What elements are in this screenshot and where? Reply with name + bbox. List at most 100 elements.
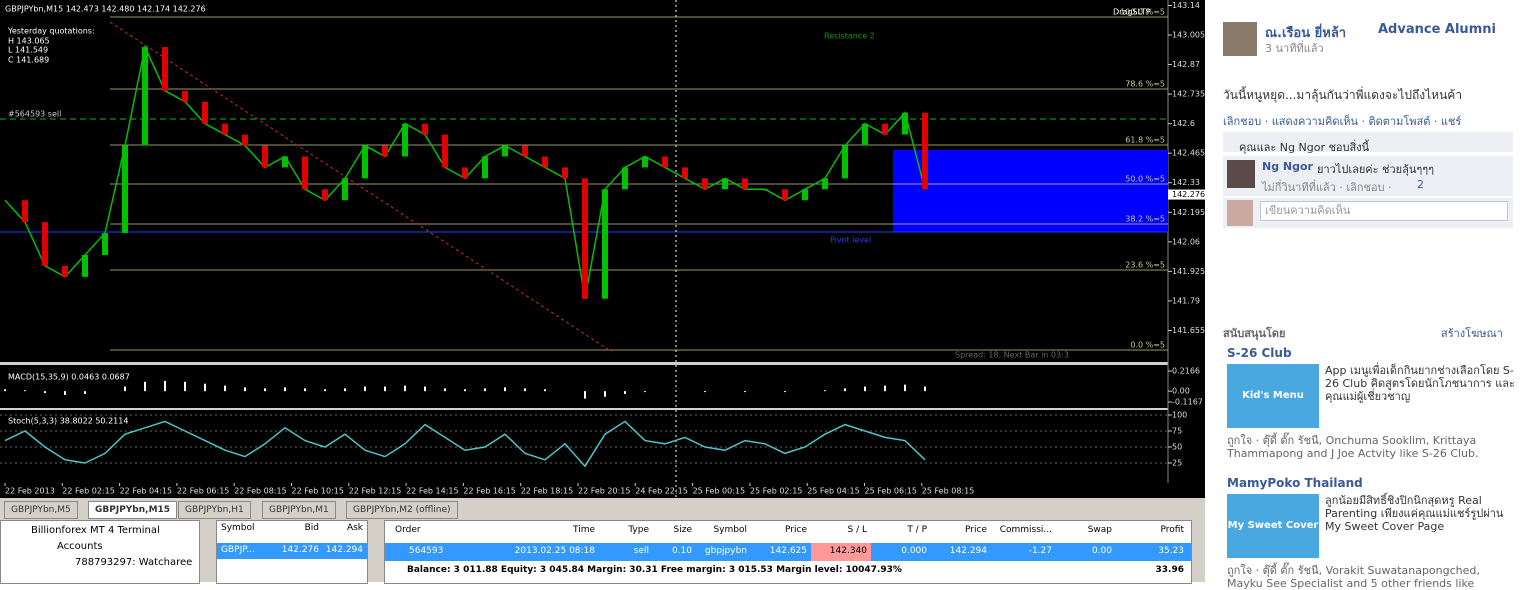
macd-bar: [4, 389, 6, 392]
y-tick-label: 142.465: [1172, 149, 1205, 158]
column-header: S / L: [847, 525, 867, 535]
candle: [262, 145, 268, 168]
y-tick-label: 142.6: [1172, 119, 1195, 128]
candle: [462, 167, 468, 179]
x-tick-label: 22 Feb 06:15: [177, 487, 229, 496]
stoch-panel: [0, 410, 1168, 483]
column-header: T / P: [907, 525, 927, 535]
comment-input[interactable]: เขียนความคิดเห็น: [1260, 201, 1508, 221]
comment-author[interactable]: Ng Ngor: [1262, 160, 1313, 173]
macd-bar: [264, 388, 266, 392]
chart-tab[interactable]: GBPJPYbn,H1: [178, 501, 251, 519]
comment-avatar[interactable]: [1227, 160, 1255, 188]
order-cell[interactable]: 142.340: [829, 546, 867, 556]
x-tick-label: 22 Feb 14:15: [406, 487, 458, 496]
facebook-panel: ณ.เรือน ยี่หล้า Advance Alumni 3 นาทีที่…: [1205, 0, 1532, 590]
navigator-title[interactable]: Billionforex MT 4 Terminal: [31, 525, 160, 536]
macd-bar: [864, 386, 866, 392]
chart-tab[interactable]: GBPJPYbn,M2 (offline): [346, 501, 458, 519]
ad-title[interactable]: MamyPoko Thailand: [1227, 476, 1363, 490]
candle: [862, 123, 868, 146]
candle: [762, 189, 768, 191]
annotation: C 141.689: [8, 56, 49, 65]
create-ad[interactable]: สร้างโฆษณา: [1441, 327, 1503, 340]
column-header: Size: [673, 525, 692, 535]
order-cell[interactable]: 35.23: [1158, 546, 1184, 556]
candle: [922, 112, 928, 190]
candle: [682, 167, 688, 179]
order-cell[interactable]: -1.27: [1028, 546, 1052, 556]
navigator-item[interactable]: Accounts: [57, 541, 103, 552]
candle: [722, 178, 728, 190]
annotation: H 143.065: [8, 37, 50, 46]
candle: [82, 254, 88, 277]
macd-bar: [524, 388, 526, 392]
column-header: Bid: [304, 523, 319, 533]
candle: [102, 233, 108, 255]
order-cell[interactable]: sell: [633, 546, 649, 556]
order-cell[interactable]: 0.000: [901, 546, 927, 556]
chart-tab[interactable]: GBPJPYbn,M15: [88, 501, 178, 519]
y-tick-label: 141.655: [1172, 326, 1205, 335]
order-cell[interactable]: gbpjpybn: [704, 546, 747, 556]
candle: [122, 145, 128, 234]
macd-bar: [704, 391, 706, 393]
sl-tp-zone: [893, 150, 1168, 232]
candle: [242, 134, 248, 146]
annotation: Yesterday quotations:: [7, 27, 95, 36]
candle: [42, 222, 48, 266]
ad-image[interactable]: My Sweet Cover Page: [1227, 494, 1319, 558]
post-actions[interactable]: เลิกชอบ · แสดงความคิดเห็น · ติดตามโพสต์ …: [1223, 115, 1462, 128]
x-tick-label: 24 Feb 22:15: [635, 487, 687, 496]
candle: [822, 178, 828, 190]
balance: Balance: 3 011.88 Equity: 3 045.84 Margi…: [407, 565, 902, 575]
post-time: 3 นาทีที่แล้ว: [1265, 42, 1324, 55]
candle: [342, 178, 348, 201]
column-header: Price: [785, 525, 807, 535]
column-header: Price: [965, 525, 987, 535]
column-header: Symbol: [221, 523, 255, 533]
chart: 100.0 %=5 78.6 %=5 61.8 %=5 50.0 %=5 38.2 %=…: [0, 0, 1205, 498]
y-tick-label: 75: [1172, 427, 1182, 436]
y-tick-label: 142.33: [1172, 178, 1200, 187]
chart-tab[interactable]: GBPJPYbn,M5: [4, 501, 78, 519]
y-tick-label: 0.2166: [1172, 367, 1200, 376]
comment-meta: ไม่กี่วินาทีที่แล้ว · เลิกชอบ ·: [1262, 181, 1392, 194]
group[interactable]: Advance Alumni: [1378, 22, 1496, 37]
x-tick-label: 25 Feb 06:15: [865, 487, 917, 496]
order-cell[interactable]: 0.00: [1091, 546, 1112, 556]
fib-label: 61.8 %=5: [1125, 136, 1165, 145]
x-tick-label: 25 Feb 02:15: [750, 487, 802, 496]
avatar[interactable]: [1223, 22, 1257, 56]
annotation: L 141.549: [8, 46, 48, 55]
candle: [662, 156, 668, 168]
navigator-item[interactable]: 788793297: Watcharee: [75, 557, 193, 568]
author[interactable]: ณ.เรือน ยี่หล้า: [1265, 26, 1347, 41]
order-cell[interactable]: 142.625: [769, 546, 807, 556]
order-cell[interactable]: 2013.02.25 08:18: [514, 546, 595, 556]
row-highlight: [385, 543, 1191, 561]
x-tick-label: 25 Feb 00:15: [693, 487, 745, 496]
macd-bar: [644, 391, 646, 393]
order-cell[interactable]: 0.10: [671, 546, 692, 556]
macd-bar: [404, 385, 406, 392]
candle: [222, 123, 228, 135]
order-cell[interactable]: 564593: [409, 546, 444, 556]
comment-likes[interactable]: 2: [1417, 178, 1424, 191]
candle: [162, 47, 168, 91]
column-header: Type: [628, 525, 649, 535]
candle: [702, 178, 708, 190]
ad-title[interactable]: S-26 Club: [1227, 346, 1292, 360]
stoch-line: [4, 420, 926, 468]
y-tick-label: 141.79: [1172, 296, 1200, 305]
ad-image[interactable]: Kid's Menu: [1227, 364, 1319, 428]
ad-text: App เมนูเพื่อเด็กกินยากช่างเลือกโดย S-26…: [1325, 364, 1515, 403]
ad-social: ถูกใจ · ตุ๊ดี้ ตั๊ก รัชนี, Vorakit Suwat…: [1227, 564, 1480, 590]
y-tick-label: 141.925: [1172, 267, 1205, 276]
chart-tab[interactable]: GBPJPYbn,M1: [262, 501, 336, 519]
candle: [782, 189, 788, 201]
order-cell[interactable]: 142.294: [949, 546, 987, 556]
macd-bar: [84, 391, 86, 394]
orders-panel: Order Time Type Size Symbol Price S / L T / P Pr…: [384, 520, 1192, 584]
macd-bar: [244, 387, 246, 392]
